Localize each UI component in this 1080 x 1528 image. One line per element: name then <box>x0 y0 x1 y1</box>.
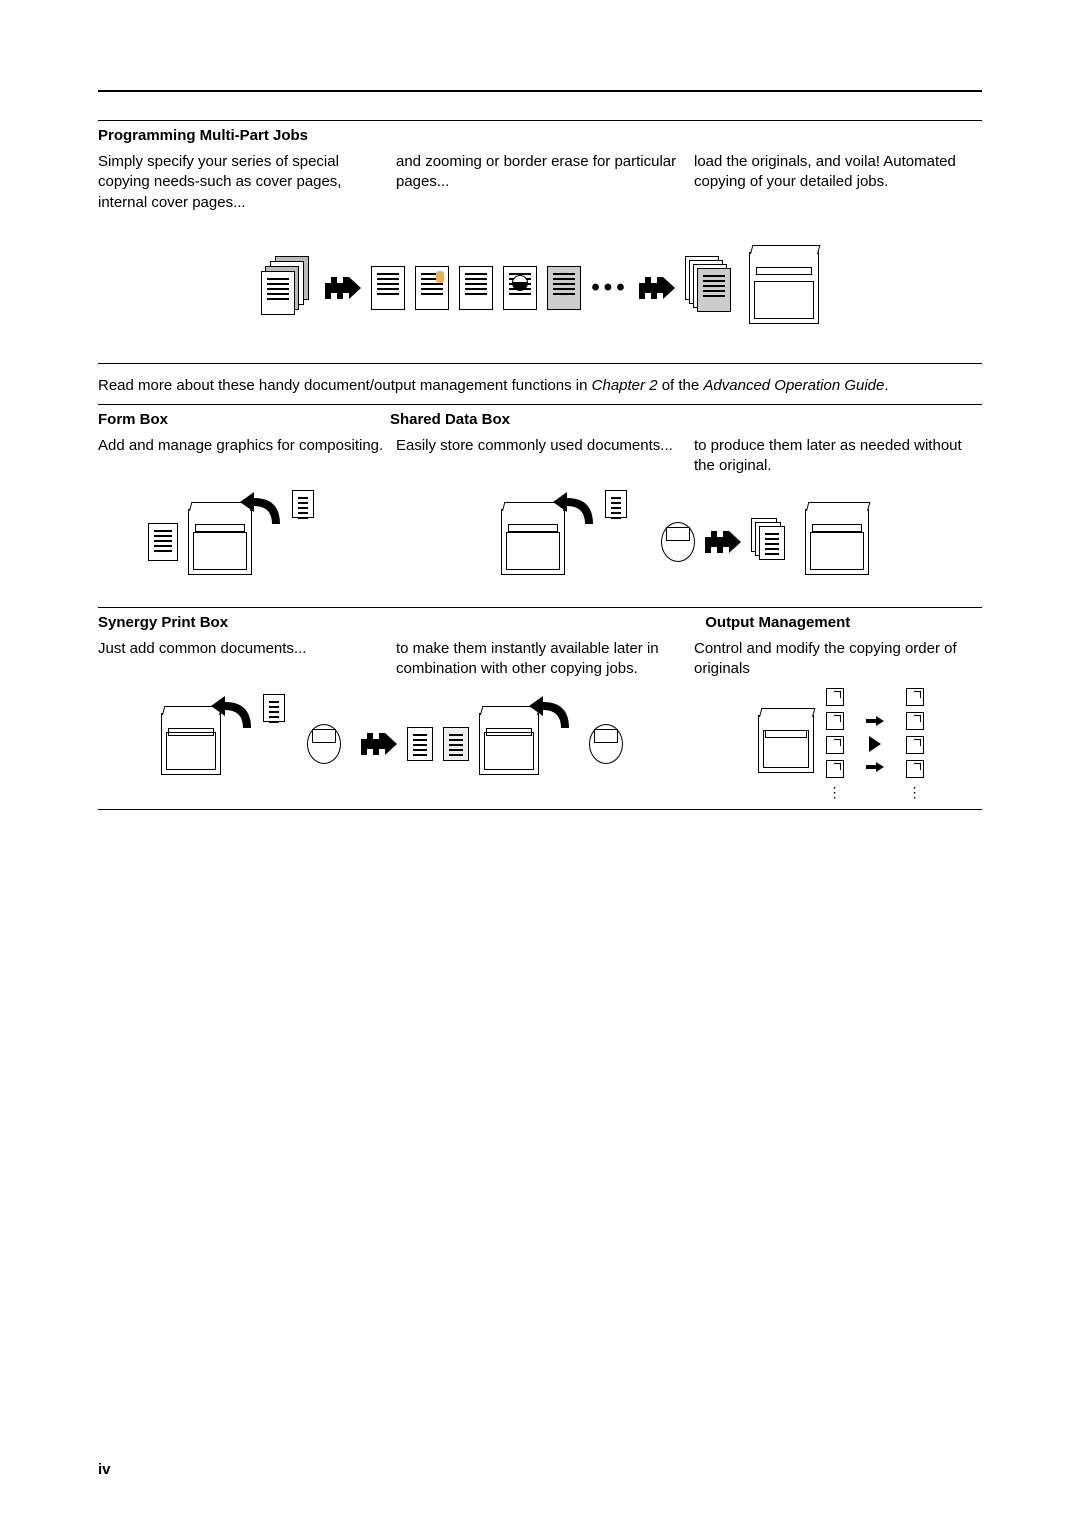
hdd-icon <box>661 522 695 562</box>
doc-small-icon <box>605 490 627 518</box>
hdd-icon <box>589 724 623 764</box>
section1-col2: and zooming or border erase for particul… <box>396 152 684 213</box>
footnote-guide: Advanced Operation Guide <box>703 377 884 394</box>
doc-stack-icon <box>751 518 795 566</box>
doc-stack-output-icon <box>685 256 739 320</box>
section1-col1: Simply specify your series of special co… <box>98 152 386 213</box>
doc-small-icon <box>292 490 314 518</box>
doc-icon <box>407 727 433 761</box>
section1-col3: load the originals, and voila! Automated… <box>694 152 982 213</box>
footnote-pre: Read more about these handy document/out… <box>98 377 592 394</box>
rule-section3-end <box>98 809 982 810</box>
copier-icon <box>805 509 869 575</box>
rule-section2 <box>98 404 982 405</box>
section2-col3: to produce them later as needed without … <box>694 436 982 477</box>
doc-icon <box>459 266 493 310</box>
section2-col2: Easily store commonly used documents... <box>396 436 684 477</box>
doc-icon <box>415 266 449 310</box>
section2-col1: Add and manage graphics for compositing. <box>98 436 386 477</box>
section1-illustration: ••• <box>98 213 982 363</box>
ellipsis-icon: ••• <box>591 274 628 302</box>
curved-arrow-icon <box>240 492 284 528</box>
footnote-chapter: Chapter 2 <box>592 377 658 394</box>
footnote: Read more about these handy document/out… <box>98 376 982 396</box>
curved-arrow-icon <box>553 492 597 528</box>
copier-icon <box>758 715 814 773</box>
page-number: iv <box>98 1461 111 1478</box>
section3-col3: Control and modify the copying order of … <box>694 639 982 680</box>
doc-icon <box>503 266 537 310</box>
arrow-icon <box>705 531 741 553</box>
rule-section1-end <box>98 363 982 364</box>
footnote-post: . <box>884 377 888 394</box>
rule-section2-end <box>98 607 982 608</box>
doc-icon <box>443 727 469 761</box>
section3-columns: Just add common documents... to make the… <box>98 639 982 680</box>
doc-icon <box>371 266 405 310</box>
doc-icon <box>547 266 581 310</box>
form-doc-icon <box>148 523 178 561</box>
hdd-icon <box>307 724 341 764</box>
rule-section1 <box>98 120 982 121</box>
section2-title1: Form Box <box>98 411 380 428</box>
section3-title1: Synergy Print Box <box>98 614 695 631</box>
copier-icon <box>749 252 819 324</box>
section3-illustration: ⋮ ⋮ <box>98 679 982 809</box>
play-icon <box>869 736 881 752</box>
section1-title: Programming Multi-Part Jobs <box>98 127 982 144</box>
arrow-icon <box>361 733 397 755</box>
queue-icon: ⋮ ⋮ <box>826 688 924 801</box>
arrow-icon <box>639 277 675 299</box>
section2-columns: Add and manage graphics for compositing.… <box>98 436 982 477</box>
curved-arrow-icon <box>529 696 573 732</box>
section3-col2: to make them instantly available later i… <box>396 639 684 680</box>
doc-small-icon <box>263 694 285 722</box>
section3-title2: Output Management <box>705 614 982 631</box>
arrow-icon <box>325 277 361 299</box>
section2-title2: Shared Data Box <box>390 411 982 428</box>
section1-columns: Simply specify your series of special co… <box>98 152 982 213</box>
doc-stack-icon <box>261 256 315 320</box>
section3-col1: Just add common documents... <box>98 639 386 680</box>
section2-illustration <box>98 477 982 607</box>
curved-arrow-icon <box>211 696 255 732</box>
footnote-mid: of the <box>658 377 704 394</box>
